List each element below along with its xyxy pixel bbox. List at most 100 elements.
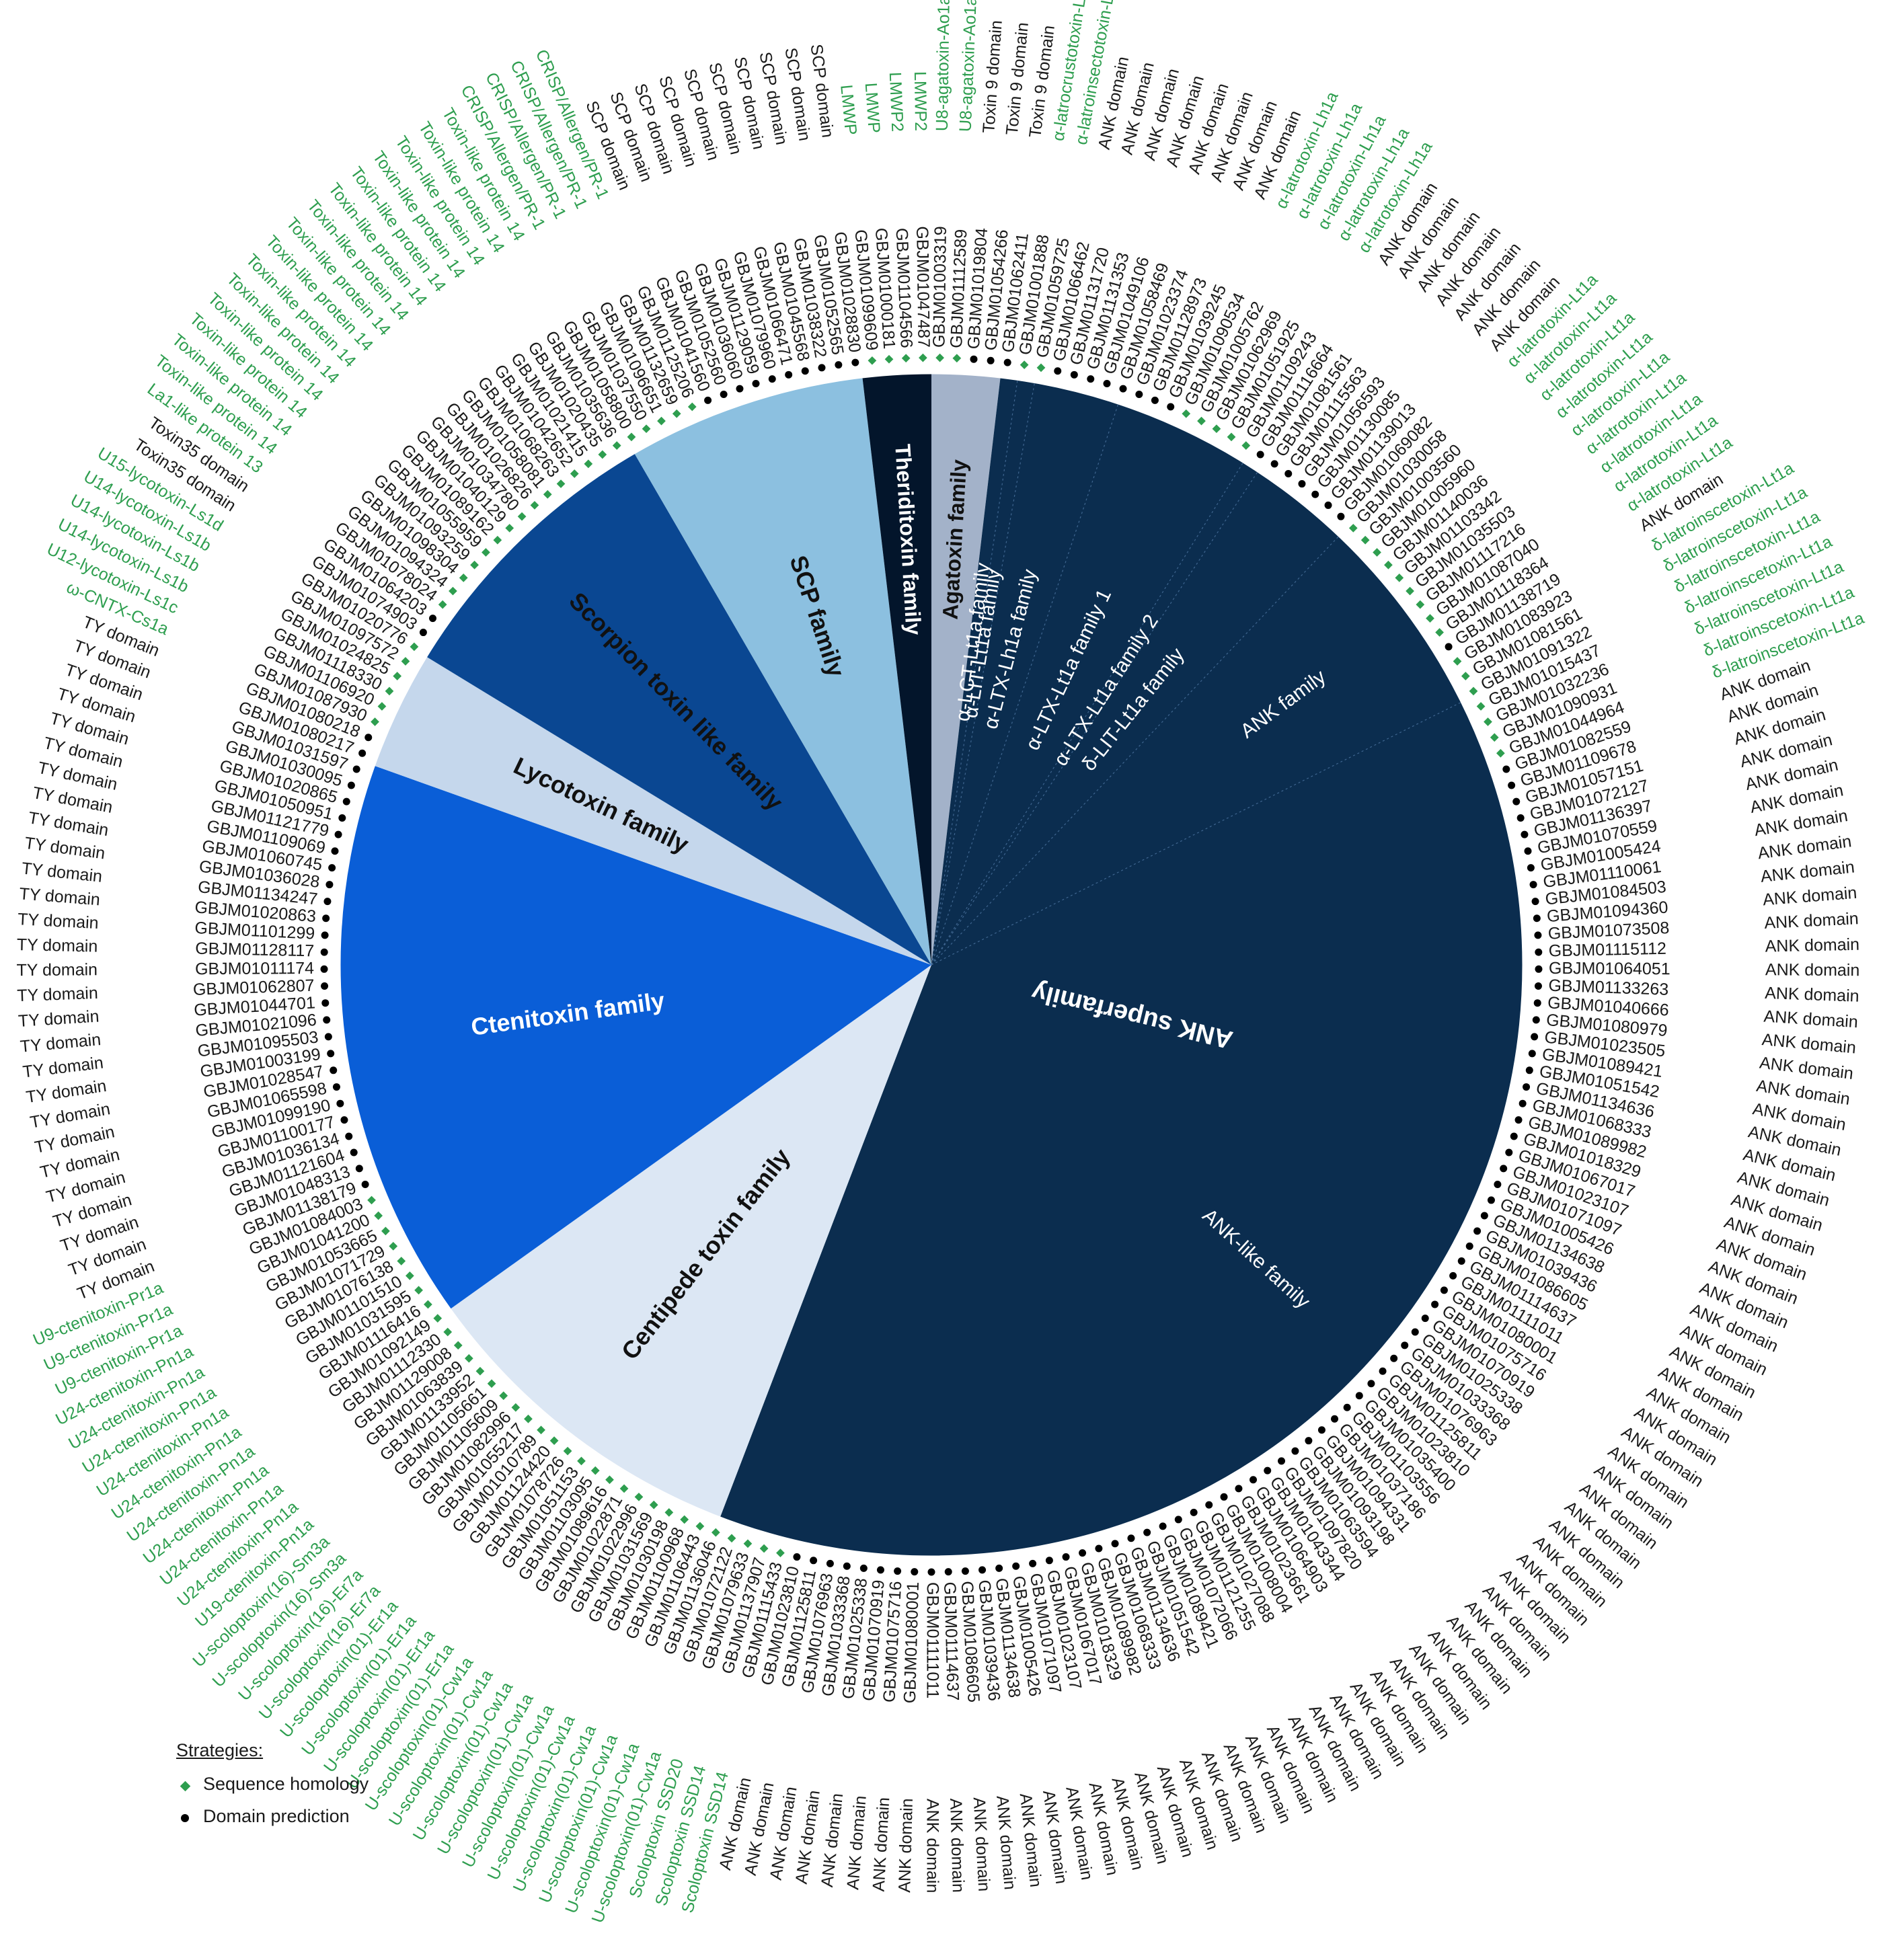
- homology-marker: [952, 354, 962, 363]
- homology-marker: [1384, 560, 1393, 570]
- homology-marker: [672, 409, 681, 418]
- annotation-label: ANK domain: [1765, 935, 1859, 956]
- annotation-label: ANK domain: [970, 1797, 994, 1892]
- domain-marker: [1159, 1522, 1167, 1530]
- domain-marker: [1534, 931, 1542, 939]
- accession-label: GBJM01114637: [940, 1581, 962, 1701]
- annotation-label: LMWP: [861, 82, 884, 134]
- domain-marker: [1087, 375, 1095, 383]
- domain-marker: [810, 1557, 818, 1565]
- homology-marker: [1469, 687, 1478, 696]
- homology-marker: [634, 1492, 644, 1501]
- domain-marker: [1337, 512, 1345, 520]
- domain-marker: [978, 1566, 987, 1574]
- annotation-label: TY domain: [17, 984, 98, 1005]
- domain-marker: [851, 358, 859, 366]
- annotation-label: TY domain: [17, 935, 98, 956]
- domain-marker: [361, 1181, 369, 1189]
- domain-marker: [330, 1066, 338, 1074]
- domain-marker: [1525, 1066, 1533, 1074]
- homology-marker: [711, 1528, 720, 1537]
- annotation-label: Toxin 9 domain: [979, 19, 1006, 134]
- domain-marker: [331, 847, 339, 855]
- domain-marker: [327, 1050, 335, 1058]
- domain-marker: [768, 375, 776, 383]
- homology-marker: [511, 1403, 521, 1412]
- domain-marker: [429, 615, 437, 623]
- domain-marker: [1473, 1227, 1482, 1235]
- accession-label: GBJM01080001: [900, 1581, 923, 1703]
- homology-marker: [401, 657, 410, 666]
- domain-marker: [1003, 358, 1011, 366]
- homology-marker: [1227, 432, 1236, 442]
- annotation-label: TY domain: [20, 1030, 102, 1056]
- annotation-label: TY domain: [21, 859, 104, 886]
- homology-marker: [563, 1446, 572, 1456]
- domain-marker: [995, 1564, 1003, 1572]
- domain-marker: [1535, 948, 1543, 956]
- pie-slice-6: [634, 377, 931, 965]
- accession-labels: GBJM01003319GBJM01112589GBJM01019804GBJM…: [192, 226, 1670, 1703]
- homology-marker: [505, 524, 514, 533]
- domain-marker: [1127, 1534, 1135, 1542]
- homology-marker: [680, 1515, 689, 1524]
- homology-marker: [443, 1327, 453, 1337]
- pie-slice-0: [931, 373, 1001, 965]
- homology-marker: [727, 1534, 736, 1543]
- domain-marker: [801, 367, 809, 375]
- domain-marker: [894, 1567, 902, 1575]
- annotation-label: U8-agatoxin-Ao1a: [933, 0, 954, 131]
- homology-marker: [381, 1226, 390, 1236]
- homology-marker: [627, 432, 636, 442]
- homology-marker: [482, 548, 490, 557]
- domain-marker: [987, 356, 995, 364]
- annotation-label: U8-agatoxin-Ao1a: [956, 0, 981, 132]
- annotation-label: ANK domain: [1763, 1007, 1859, 1032]
- homology-marker: [371, 717, 379, 726]
- domain-marker: [324, 1033, 332, 1041]
- domain-marker: [818, 364, 826, 372]
- domain-marker: [364, 734, 373, 742]
- domain-marker: [358, 749, 367, 757]
- domain-marker: [1531, 898, 1539, 906]
- homology-marker: [397, 1257, 406, 1265]
- pie-slice-4: [374, 656, 931, 965]
- domain-marker: [352, 765, 360, 773]
- accession-label: GBJM01062807: [192, 976, 315, 999]
- domain-marker: [1284, 469, 1293, 477]
- domain-marker: [1411, 1328, 1419, 1336]
- homology-marker: [1453, 657, 1462, 666]
- domain-marker: [323, 1016, 331, 1024]
- domain-marker: [1264, 1466, 1272, 1475]
- domain-marker: [876, 1566, 884, 1574]
- strategy-markers: [320, 353, 1543, 1576]
- homology-marker: [868, 356, 877, 365]
- domain-marker: [1527, 864, 1535, 872]
- domain-marker: [1317, 1426, 1325, 1434]
- domain-marker: [1445, 643, 1453, 651]
- homology-marker: [389, 1241, 398, 1251]
- homology-marker: [664, 1507, 674, 1517]
- domain-marker: [1519, 1099, 1527, 1107]
- legend-item-domain: Domain prediction: [176, 1800, 369, 1832]
- homology-marker: [695, 1522, 705, 1531]
- homology-marker: [549, 1436, 559, 1446]
- homology-marker: [743, 1539, 753, 1549]
- homology-marker: [1461, 672, 1470, 680]
- homology-marker: [590, 1466, 600, 1475]
- domain-marker: [1505, 1148, 1513, 1157]
- domain-marker: [859, 1564, 868, 1572]
- domain-marker: [1379, 1367, 1387, 1375]
- annotation-label: ANK domain: [923, 1799, 942, 1893]
- homology-marker: [1426, 614, 1434, 623]
- domain-marker: [1514, 1116, 1523, 1124]
- domain-marker: [1220, 1493, 1228, 1501]
- homology-marker: [410, 642, 419, 652]
- homology-marker: [1395, 574, 1404, 582]
- domain-marker: [321, 999, 330, 1007]
- homology-marker: [1406, 586, 1414, 596]
- homology-marker: [1182, 409, 1191, 418]
- domain-marker: [793, 1553, 801, 1561]
- homology-marker: [1197, 416, 1206, 426]
